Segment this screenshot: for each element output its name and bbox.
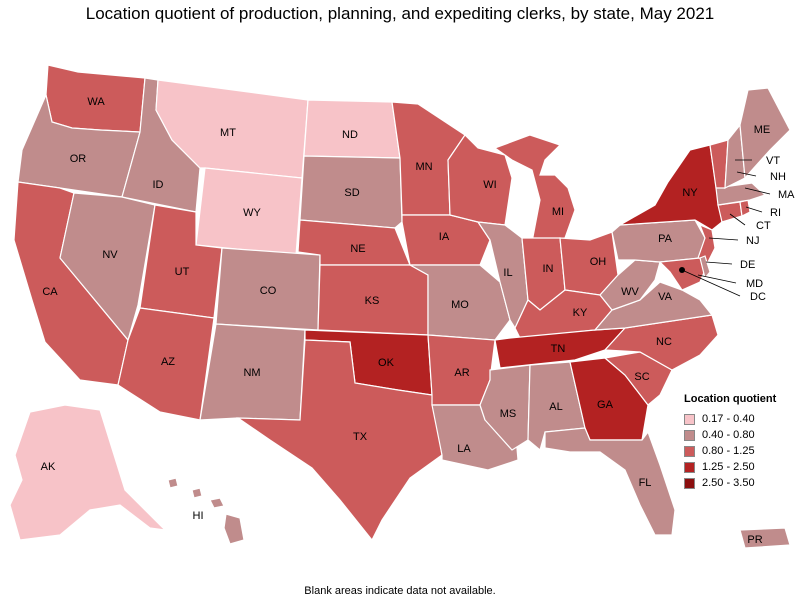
state-label-tx: TX: [353, 431, 368, 443]
state-label-ut: UT: [175, 266, 190, 278]
state-wv[interactable]: [599, 259, 661, 311]
legend-item: 0.80 - 1.25: [684, 443, 796, 459]
state-label-ks: KS: [365, 295, 380, 307]
legend-title: Location quotient: [684, 393, 777, 405]
legend-swatch: [684, 429, 695, 441]
state-label-md: MD: [746, 278, 763, 290]
state-label-ri: RI: [770, 207, 781, 219]
state-label-hi: HI: [193, 510, 204, 522]
state-label-mn: MN: [415, 161, 432, 173]
state-label-al: AL: [549, 401, 562, 413]
footnote: Blank areas indicate data not available.: [304, 585, 496, 597]
state-label-va: VA: [658, 291, 673, 303]
state-label-sc: SC: [634, 371, 649, 383]
state-label-pa: PA: [658, 233, 673, 245]
legend-swatch: [684, 413, 695, 425]
state-ma[interactable]: [715, 182, 767, 206]
state-label-nd: ND: [342, 129, 358, 141]
state-label-nm: NM: [243, 367, 260, 379]
state-label-nc: NC: [656, 336, 672, 348]
legend-label: 0.40 - 0.80: [702, 429, 755, 441]
state-me[interactable]: [739, 87, 791, 180]
state-hi[interactable]: [167, 477, 245, 545]
state-label-ma: MA: [778, 189, 795, 201]
state-label-la: LA: [457, 443, 471, 455]
legend-label: 0.80 - 1.25: [702, 445, 755, 457]
state-label-ct: CT: [756, 220, 771, 232]
state-label-me: ME: [754, 124, 771, 136]
state-label-ia: IA: [439, 231, 450, 243]
legend-item: 2.50 - 3.50: [684, 475, 796, 491]
state-label-wv: WV: [621, 286, 639, 298]
state-de[interactable]: [699, 255, 711, 280]
state-tx[interactable]: [235, 339, 443, 542]
state-label-az: AZ: [161, 356, 175, 368]
legend-label: 1.25 - 2.50: [702, 461, 755, 473]
state-label-wa: WA: [87, 96, 105, 108]
state-ny[interactable]: [619, 144, 723, 231]
state-label-vt: VT: [766, 155, 780, 167]
state-label-ok: OK: [378, 357, 395, 369]
state-nv[interactable]: [59, 192, 156, 342]
state-fl[interactable]: [544, 427, 676, 536]
state-az[interactable]: [117, 307, 215, 421]
legend-item: 0.40 - 0.80: [684, 427, 796, 443]
legend-swatch: [684, 461, 695, 473]
legend-swatch: [684, 445, 695, 457]
state-label-nh: NH: [770, 171, 786, 183]
legend-item: 1.25 - 2.50: [684, 459, 796, 475]
state-label-ga: GA: [597, 399, 614, 411]
dc-marker: [679, 267, 685, 273]
state-label-nj: NJ: [746, 235, 759, 247]
state-label-wi: WI: [483, 179, 496, 191]
state-pr[interactable]: [739, 527, 791, 549]
state-label-mt: MT: [220, 127, 236, 139]
map-title: Location quotient of production, plannin…: [85, 4, 715, 23]
state-label-ca: CA: [42, 286, 58, 298]
state-label-ak: AK: [41, 461, 56, 473]
state-sd[interactable]: [299, 155, 403, 229]
state-label-il: IL: [503, 267, 512, 279]
state-label-dc: DC: [750, 291, 766, 303]
state-nc[interactable]: [603, 314, 719, 371]
state-label-or: OR: [70, 153, 87, 165]
state-wi[interactable]: [447, 134, 513, 226]
legend-swatch: [684, 477, 695, 489]
legend-label: 2.50 - 3.50: [702, 477, 755, 489]
state-label-ne: NE: [350, 243, 365, 255]
legend: Location quotient 0.17 - 0.40 0.40 - 0.80…: [684, 393, 796, 491]
state-ak[interactable]: [9, 404, 167, 541]
state-label-de: DE: [740, 259, 755, 271]
state-label-in: IN: [543, 263, 554, 275]
state-label-mo: MO: [451, 299, 469, 311]
state-label-co: CO: [260, 285, 277, 297]
state-label-tn: TN: [551, 343, 566, 355]
state-label-mi: MI: [552, 206, 564, 218]
state-label-ms: MS: [500, 408, 517, 420]
state-label-ky: KY: [573, 307, 588, 319]
state-label-wy: WY: [243, 207, 261, 219]
state-label-fl: FL: [639, 477, 652, 489]
state-mi[interactable]: [493, 134, 576, 243]
state-mo[interactable]: [407, 264, 511, 341]
state-label-id: ID: [153, 179, 164, 191]
state-label-ar: AR: [454, 367, 469, 379]
state-label-oh: OH: [590, 256, 607, 268]
legend-item: 0.17 - 0.40: [684, 411, 796, 427]
state-label-nv: NV: [102, 249, 118, 261]
state-label-sd: SD: [344, 187, 359, 199]
legend-label: 0.17 - 0.40: [702, 413, 755, 425]
state-label-ny: NY: [682, 187, 698, 199]
state-label-pr: PR: [747, 534, 762, 546]
